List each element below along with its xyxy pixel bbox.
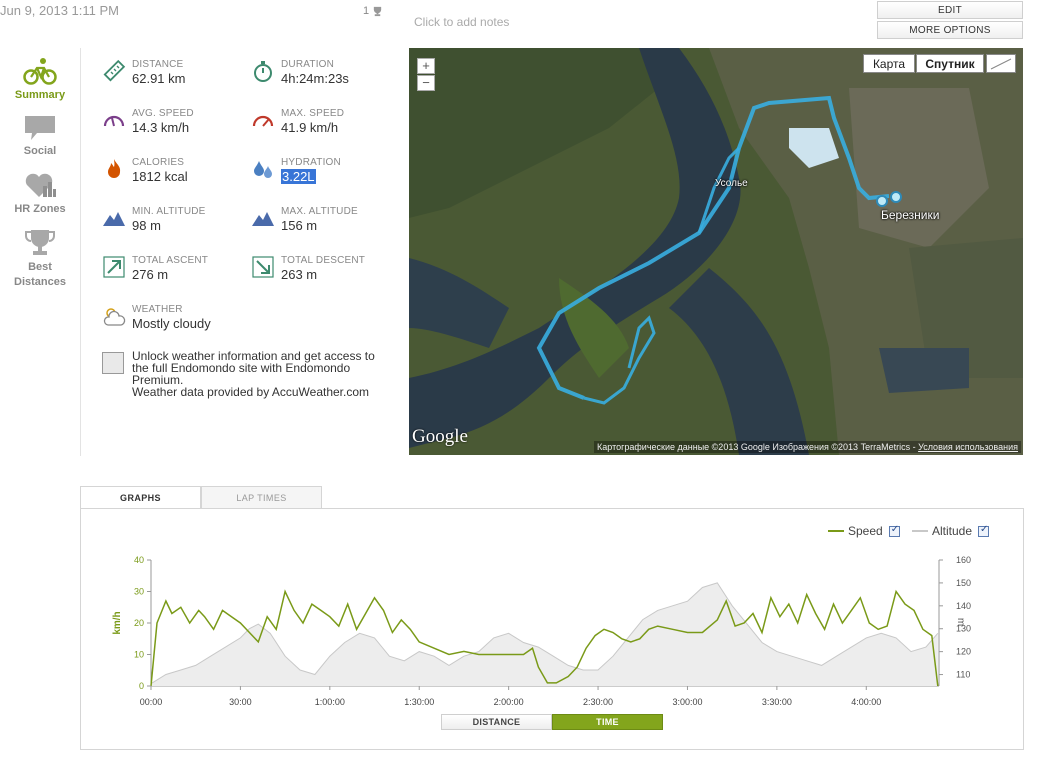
stat-value: Mostly cloudy <box>132 316 211 331</box>
arrow-down-right-icon <box>252 256 274 278</box>
terms-link[interactable]: Условия использования <box>918 442 1018 452</box>
graph-panel <box>80 508 1024 750</box>
zoom-out-button[interactable]: − <box>417 75 435 91</box>
speed-checkbox[interactable] <box>888 524 900 537</box>
water-drops-icon <box>254 161 272 178</box>
trophy-icon <box>373 6 382 16</box>
stat-value: 263 m <box>281 267 318 282</box>
legend-altitude: Altitude <box>912 524 990 538</box>
stat-label: MIN. ALTITUDE <box>132 206 206 217</box>
mountain-icon <box>103 212 125 226</box>
speedometer-max-icon <box>252 115 274 127</box>
stat-label: TOTAL ASCENT <box>132 255 209 266</box>
stat-value: 1812 kcal <box>132 169 188 184</box>
tab-lap-times[interactable]: LAP TIMES <box>201 486 322 509</box>
heart-chart-icon <box>25 173 56 197</box>
workout-sidebar: Summary Social HR Zones Best Distances <box>0 48 81 456</box>
route-map[interactable]: + − Карта Спутник Усолье Березники Googl… <box>409 48 1023 455</box>
stat-label: MAX. SPEED <box>281 108 345 119</box>
stat-value: 3.22L <box>281 169 316 184</box>
stat-label: WEATHER <box>132 304 183 315</box>
map-attribution: Картографические данные ©2013 Google Изо… <box>594 441 1021 453</box>
altitude-checkbox[interactable] <box>978 524 990 537</box>
legend-speed-swatch <box>828 530 844 532</box>
nav-item-summary[interactable]: Summary <box>0 56 80 103</box>
stat-value: 62.91 km <box>132 71 186 86</box>
zoom-in-button[interactable]: + <box>417 58 435 74</box>
stat-value: 4h:24m:23s <box>281 71 349 86</box>
legend-speed-label: Speed <box>848 524 883 538</box>
expand-icon <box>990 58 1012 69</box>
likes-count[interactable]: 1 <box>363 5 383 17</box>
upsell-line: the full Endomondo site with Endomondo <box>132 361 351 375</box>
speech-bubble-icon <box>25 116 55 140</box>
nav-item-label: Best Distances <box>14 261 66 288</box>
mountain-icon <box>252 212 274 226</box>
city-label-berezniki: Березники <box>881 208 940 222</box>
arrow-up-right-icon <box>103 256 125 278</box>
bicycle-icon <box>23 58 57 85</box>
legend-altitude-label: Altitude <box>932 524 973 538</box>
edit-button[interactable]: EDIT <box>877 1 1023 19</box>
stat-label: TOTAL DESCENT <box>281 255 366 266</box>
map-type-satellite-button[interactable]: Спутник <box>916 54 984 73</box>
x-axis-distance-toggle[interactable]: DISTANCE <box>441 714 552 730</box>
x-axis-time-toggle[interactable]: TIME <box>552 714 663 730</box>
stat-label: CALORIES <box>132 157 185 168</box>
likes-count-value: 1 <box>363 5 370 17</box>
map-fullscreen-button[interactable] <box>986 54 1016 73</box>
stat-label: DISTANCE <box>132 59 184 70</box>
speedometer-icon <box>103 115 125 127</box>
stopwatch-icon <box>254 61 272 82</box>
tab-graphs[interactable]: GRAPHS <box>80 486 201 509</box>
satellite-imagery <box>409 48 1023 455</box>
google-logo: Google <box>412 426 468 447</box>
ruler-icon <box>103 59 126 82</box>
nav-item-label: HR Zones <box>14 203 66 215</box>
stat-value: 156 m <box>281 218 318 233</box>
nav-item-label: Social <box>23 145 57 157</box>
upsell-line: Weather data provided by AccuWeather.com <box>132 385 370 399</box>
map-type-map-button[interactable]: Карта <box>863 54 915 73</box>
stat-value: 14.3 km/h <box>132 120 190 135</box>
workout-date: Jun 9, 2013 1:11 PM <box>0 3 120 18</box>
nav-item-hr-zones[interactable]: HR Zones <box>0 170 80 217</box>
stat-label: AVG. SPEED <box>132 108 194 119</box>
stat-label: HYDRATION <box>281 157 341 168</box>
flame-icon <box>108 159 121 178</box>
stat-value: 98 m <box>132 218 161 233</box>
more-options-button[interactable]: MORE OPTIONS <box>877 21 1023 39</box>
attribution-text: Картографические данные ©2013 Google Изо… <box>597 442 916 452</box>
nav-item-label: Summary <box>14 89 66 101</box>
upsell-line: Unlock weather information and get acces… <box>132 349 375 363</box>
nav-item-social[interactable]: Social <box>0 114 80 159</box>
city-label-usolye: Усолье <box>715 178 748 189</box>
nav-item-best-distances[interactable]: Best Distances <box>0 228 80 290</box>
stat-label: MAX. ALTITUDE <box>281 206 358 217</box>
stat-value: 276 m <box>132 267 169 282</box>
upsell-line: Premium. <box>132 373 184 387</box>
add-notes-field[interactable]: Click to add notes <box>414 15 510 29</box>
legend-speed: Speed <box>828 524 900 538</box>
trophy-icon <box>25 230 55 255</box>
legend-altitude-swatch <box>912 530 928 532</box>
cloud-sun-icon <box>103 308 126 326</box>
stat-value: 41.9 km/h <box>281 120 339 135</box>
stat-label: DURATION <box>281 59 335 70</box>
premium-icon <box>102 352 124 374</box>
